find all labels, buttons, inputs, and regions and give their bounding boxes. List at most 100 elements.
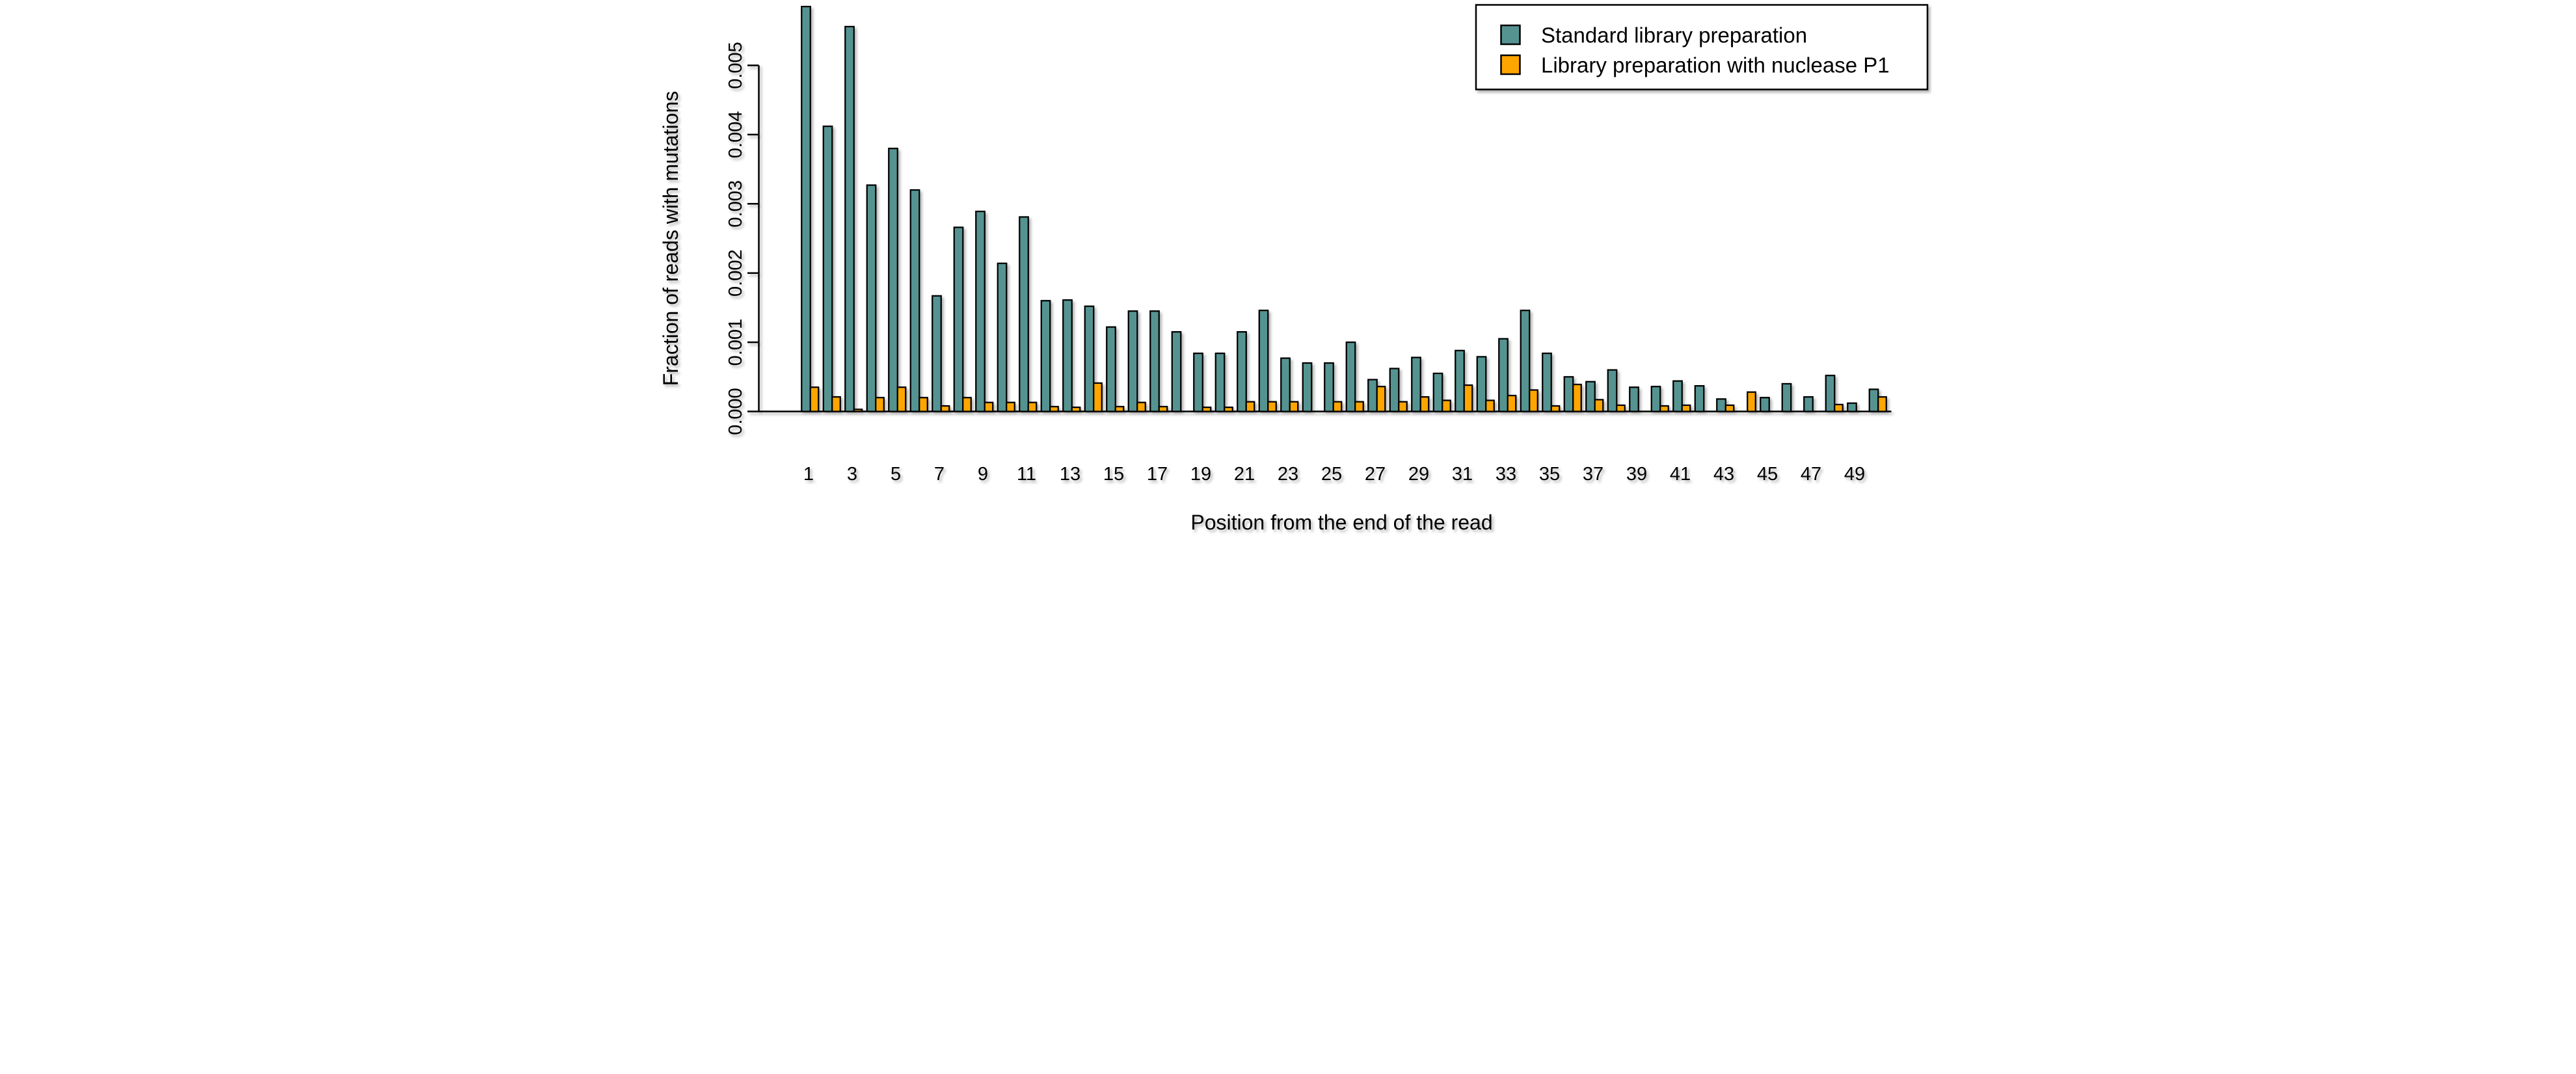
legend-box — [1475, 4, 1929, 90]
nuclease-p1-bar-pos-20 — [1224, 406, 1233, 412]
nuclease-p1-bar-pos-50 — [1877, 396, 1887, 412]
x-tick-label-9: 9 — [978, 464, 988, 485]
x-tick-label-3: 3 — [847, 464, 857, 485]
x-tick-label-15: 15 — [1103, 464, 1124, 485]
standard-bar-pos-46 — [1781, 383, 1792, 412]
x-tick-label-37: 37 — [1583, 464, 1603, 485]
y-tick-label-0.002: 0.002 — [725, 249, 746, 297]
nuclease-p1-bar-pos-37 — [1594, 399, 1604, 412]
standard-bar-pos-33 — [1498, 338, 1509, 412]
nuclease-p1-bar-pos-14 — [1093, 382, 1103, 412]
standard-bar-pos-22 — [1258, 310, 1269, 412]
nuclease-p1-bar-pos-27 — [1376, 386, 1386, 412]
standard-bar-pos-2 — [822, 126, 833, 412]
nuclease-p1-bar-pos-8 — [962, 397, 972, 412]
x-tick-label-47: 47 — [1801, 464, 1821, 485]
nuclease-p1-bar-pos-1 — [809, 386, 820, 412]
x-tick-label-1: 1 — [803, 464, 814, 485]
x-tick-label-29: 29 — [1408, 464, 1429, 485]
x-tick-label-43: 43 — [1713, 464, 1734, 485]
standard-bar-pos-20 — [1214, 352, 1226, 412]
nuclease-p1-bar-pos-13 — [1071, 406, 1081, 412]
nuclease-p1-bar-pos-34 — [1529, 389, 1538, 412]
nuclease-p1-bar-pos-36 — [1572, 383, 1582, 412]
standard-bar-pos-26 — [1345, 341, 1356, 412]
standard-bar-pos-38 — [1607, 369, 1618, 412]
standard-bar-pos-5 — [888, 148, 898, 412]
standard-bar-pos-39 — [1629, 386, 1639, 412]
standard-bar-pos-21 — [1237, 331, 1247, 412]
nuclease-p1-bar-pos-40 — [1659, 405, 1669, 412]
legend-swatch-standard — [1500, 24, 1521, 46]
x-tick-labels: 1 3 5 7 9 11 13 15 17 19 21 23 25 27 29 31 33 35 37 39 41 43 4… — [803, 464, 1865, 485]
chart-canvas: 1 3 5 7 9 11 13 15 17 19 21 23 25 27 29 31 33 35 37 39 41 43 4… — [659, 4, 1929, 534]
nuclease-p1-bar-pos-15 — [1114, 405, 1125, 412]
standard-bar-pos-13 — [1062, 299, 1073, 412]
standard-bar-pos-40 — [1650, 386, 1661, 412]
nuclease-p1-bar-pos-9 — [984, 401, 994, 412]
y-tick-label-0.003: 0.003 — [725, 180, 746, 228]
nuclease-p1-bar-pos-17 — [1158, 405, 1168, 412]
standard-bar-pos-24 — [1302, 362, 1313, 412]
x-tick-label-23: 23 — [1278, 464, 1298, 485]
standard-bar-pos-9 — [975, 210, 986, 412]
legend-label-nuclease-p1: Library preparation with nuclease P1 — [1541, 53, 1890, 77]
standard-bar-pos-19 — [1193, 352, 1203, 412]
nuclease-p1-bar-pos-7 — [940, 405, 950, 412]
standard-bar-pos-27 — [1367, 379, 1378, 412]
y-tick-labels: 0.000 0.001 0.002 0.003 0.004 0.005 — [725, 42, 746, 435]
nuclease-p1-bar-pos-6 — [919, 397, 928, 412]
standard-bar-pos-43 — [1716, 398, 1726, 412]
standard-bar-pos-37 — [1585, 381, 1596, 412]
standard-bar-pos-31 — [1455, 349, 1465, 412]
nuclease-p1-bar-pos-4 — [875, 397, 885, 412]
bar-chart-figure: 1 3 5 7 9 11 13 15 17 19 21 23 25 27 29 31 33 35 37 39 41 43 4… — [644, 0, 1932, 537]
nuclease-p1-bar-pos-12 — [1049, 405, 1059, 412]
x-tick-label-7: 7 — [934, 464, 945, 485]
standard-bar-pos-10 — [997, 262, 1008, 412]
standard-bar-pos-12 — [1040, 300, 1051, 412]
standard-bar-pos-7 — [932, 295, 942, 412]
nuclease-p1-bar-pos-32 — [1485, 399, 1495, 412]
standard-bar-pos-28 — [1389, 368, 1400, 412]
nuclease-p1-bar-pos-19 — [1201, 406, 1212, 412]
x-tick-label-31: 31 — [1452, 464, 1473, 485]
legend-swatch-nuclease-p1 — [1500, 54, 1521, 75]
x-tick-label-5: 5 — [891, 464, 901, 485]
standard-bar-pos-14 — [1084, 305, 1095, 412]
nuclease-p1-bar-pos-23 — [1289, 401, 1299, 412]
standard-bar-pos-48 — [1825, 375, 1836, 412]
y-tick-label-0.004: 0.004 — [725, 111, 746, 159]
standard-bar-pos-16 — [1127, 310, 1138, 412]
x-tick-label-21: 21 — [1234, 464, 1255, 485]
standard-bar-pos-17 — [1149, 310, 1160, 412]
nuclease-p1-bar-pos-2 — [831, 396, 841, 412]
nuclease-p1-bar-pos-33 — [1507, 394, 1517, 412]
standard-bar-pos-49 — [1847, 402, 1857, 412]
standard-bar-pos-32 — [1476, 356, 1487, 412]
x-tick-label-17: 17 — [1147, 464, 1168, 485]
standard-bar-pos-45 — [1760, 397, 1770, 412]
standard-bar-pos-18 — [1171, 331, 1182, 412]
x-tick-label-27: 27 — [1365, 464, 1386, 485]
nuclease-p1-bar-pos-28 — [1398, 401, 1408, 412]
standard-bar-pos-23 — [1280, 357, 1291, 412]
bars-group — [801, 5, 1887, 412]
standard-bar-pos-15 — [1106, 326, 1116, 412]
nuclease-p1-bar-pos-22 — [1267, 401, 1277, 412]
legend-label-standard: Standard library preparation — [1541, 23, 1807, 47]
nuclease-p1-bar-pos-26 — [1354, 401, 1364, 412]
standard-bar-pos-25 — [1324, 362, 1334, 412]
nuclease-p1-bar-pos-21 — [1245, 401, 1255, 412]
y-tick-label-0.005: 0.005 — [725, 42, 746, 89]
nuclease-p1-bar-pos-16 — [1136, 401, 1146, 412]
standard-bar-pos-29 — [1411, 356, 1421, 412]
standard-bar-pos-47 — [1803, 396, 1814, 412]
standard-bar-pos-1 — [801, 5, 811, 412]
y-tick-label-0.000: 0.000 — [725, 388, 746, 435]
nuclease-p1-bar-pos-11 — [1027, 401, 1038, 412]
x-tick-label-41: 41 — [1670, 464, 1691, 485]
nuclease-p1-bar-pos-35 — [1550, 405, 1561, 412]
standard-bar-pos-42 — [1694, 385, 1705, 412]
standard-bar-pos-4 — [866, 184, 877, 412]
